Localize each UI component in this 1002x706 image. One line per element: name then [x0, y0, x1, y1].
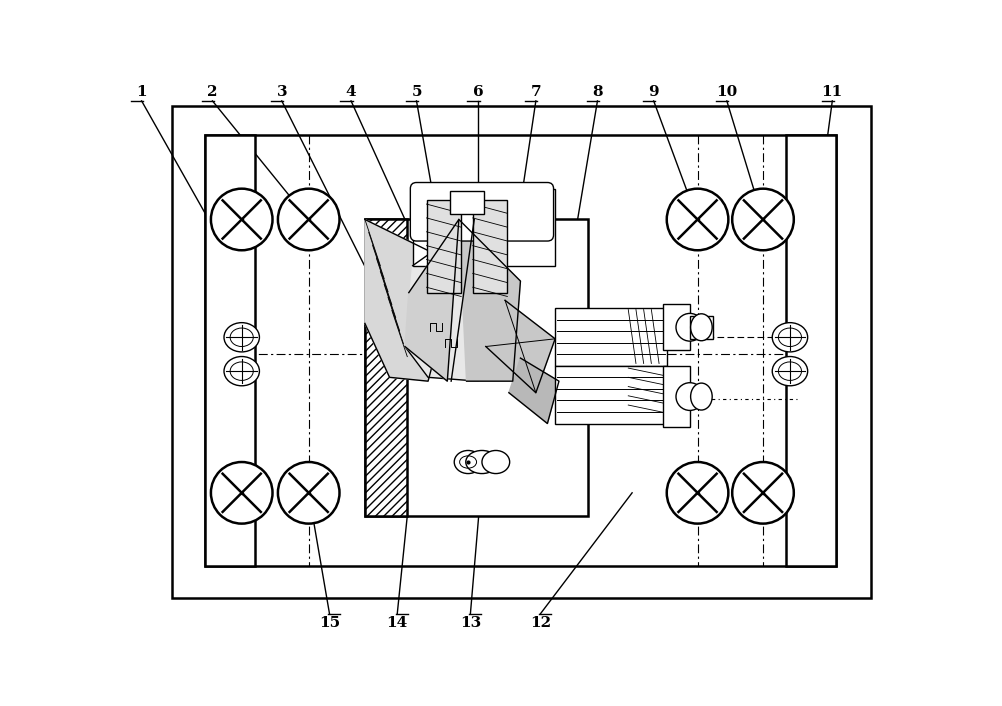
Ellipse shape	[482, 450, 510, 474]
Text: 15: 15	[319, 616, 340, 630]
Bar	[473, 201, 507, 292]
Ellipse shape	[773, 357, 808, 385]
Circle shape	[676, 313, 703, 341]
Polygon shape	[405, 220, 513, 381]
Ellipse shape	[224, 323, 260, 352]
Text: 2: 2	[207, 85, 217, 100]
Circle shape	[666, 189, 728, 250]
Polygon shape	[486, 300, 555, 393]
Circle shape	[676, 383, 703, 410]
Text: 14: 14	[387, 616, 408, 630]
Circle shape	[210, 462, 273, 524]
Bar	[555, 308, 666, 366]
Text: 5: 5	[411, 85, 422, 100]
Polygon shape	[405, 220, 459, 381]
Bar	[365, 220, 588, 516]
Bar	[413, 189, 555, 265]
Text: 3: 3	[277, 85, 287, 100]
Circle shape	[732, 462, 794, 524]
Bar	[204, 135, 836, 566]
Circle shape	[278, 189, 340, 250]
Polygon shape	[365, 220, 459, 381]
Text: 12: 12	[530, 616, 551, 630]
Ellipse shape	[224, 357, 260, 385]
Bar	[787, 135, 836, 566]
Circle shape	[210, 189, 273, 250]
Bar	[365, 220, 407, 516]
Circle shape	[732, 189, 794, 250]
Text: 1: 1	[136, 85, 147, 100]
Ellipse shape	[690, 313, 712, 341]
Ellipse shape	[466, 450, 498, 474]
Bar	[204, 135, 255, 566]
Text: 4: 4	[346, 85, 357, 100]
Bar	[663, 304, 689, 350]
Bar	[555, 366, 666, 424]
Circle shape	[278, 462, 340, 524]
Ellipse shape	[454, 450, 482, 474]
Ellipse shape	[690, 383, 712, 410]
Circle shape	[666, 462, 728, 524]
FancyBboxPatch shape	[411, 183, 553, 241]
Bar	[689, 316, 713, 339]
Text: 11: 11	[822, 85, 843, 100]
Polygon shape	[459, 220, 520, 381]
Text: 6: 6	[473, 85, 483, 100]
Bar	[663, 366, 689, 427]
Bar	[450, 191, 484, 214]
Text: 10: 10	[716, 85, 737, 100]
Text: 13: 13	[460, 616, 481, 630]
Text: 7: 7	[530, 85, 541, 100]
Bar	[427, 201, 461, 292]
Ellipse shape	[773, 323, 808, 352]
Text: 8: 8	[592, 85, 603, 100]
Polygon shape	[509, 358, 559, 424]
Text: 9: 9	[648, 85, 659, 100]
